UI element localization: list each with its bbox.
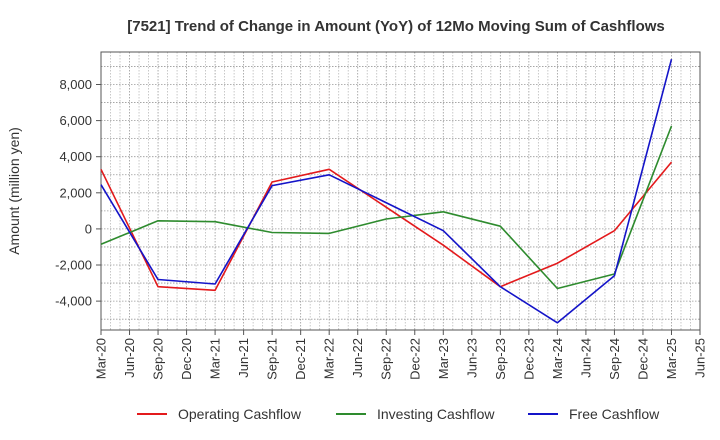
x-tick-label: Jun-25: [693, 338, 708, 378]
x-tick-label: Sep-24: [607, 338, 622, 380]
y-tick-label: -2,000: [55, 258, 92, 273]
legend-label-investing-cashflow: Investing Cashflow: [377, 406, 495, 422]
series-line-investing-cashflow: [100, 125, 673, 290]
x-tick-label: Mar-22: [322, 338, 337, 379]
x-tick-labels: Mar-20 Jun-20 Sep-20 Dec-20 Mar-21 Jun-21 Sep-…: [94, 338, 708, 380]
y-tick-label: -4,000: [55, 294, 92, 309]
x-tick-label: Dec-22: [407, 338, 422, 380]
chart-title: [7521] Trend of Change in Amount (YoY) o…: [127, 18, 665, 35]
y-tick-label: 4,000: [59, 149, 92, 164]
x-tick-label: Mar-25: [664, 338, 679, 379]
x-tick-label: Mar-23: [436, 338, 451, 379]
y-tick-label: 2,000: [59, 185, 92, 200]
y-tick-label: 8,000: [59, 77, 92, 92]
x-tick-label: Mar-21: [208, 338, 223, 379]
y-tick-label: 0: [85, 221, 92, 236]
x-tick-label: Dec-20: [179, 338, 194, 380]
grid-lines: [100, 52, 701, 330]
x-tick-label: Jun-20: [122, 338, 137, 378]
x-tick-label: Jun-22: [350, 338, 365, 378]
x-tick-label: Sep-22: [379, 338, 394, 380]
series-line-operating-cashflow: [100, 161, 673, 292]
x-tick-label: Sep-20: [151, 338, 166, 380]
x-tick-label: Mar-24: [550, 338, 565, 379]
x-tick-label: Sep-23: [493, 338, 508, 380]
x-tick-label: Dec-24: [635, 338, 650, 380]
axes: [96, 51, 701, 335]
y-tick-labels: -4,000 -2,000 0 2,000 4,000 6,000 8,000: [55, 77, 92, 309]
y-tick-label: 6,000: [59, 113, 92, 128]
series-lines: [100, 58, 673, 324]
legend-label-operating-cashflow: Operating Cashflow: [178, 406, 302, 422]
series-line-free-cashflow: [100, 58, 673, 324]
x-tick-label: Mar-20: [94, 338, 109, 379]
x-tick-label: Dec-21: [293, 338, 308, 380]
x-tick-label: Dec-23: [521, 338, 536, 380]
x-tick-label: Sep-21: [265, 338, 280, 380]
x-tick-label: Jun-24: [578, 338, 593, 378]
legend-label-free-cashflow: Free Cashflow: [569, 406, 660, 422]
x-tick-label: Jun-23: [464, 338, 479, 378]
x-tick-label: Jun-21: [236, 338, 251, 378]
legend: Operating Cashflow Investing Cashflow Free…: [137, 406, 660, 422]
y-axis-label: Amount (million yen): [6, 127, 22, 255]
plot-frame: [100, 51, 701, 331]
